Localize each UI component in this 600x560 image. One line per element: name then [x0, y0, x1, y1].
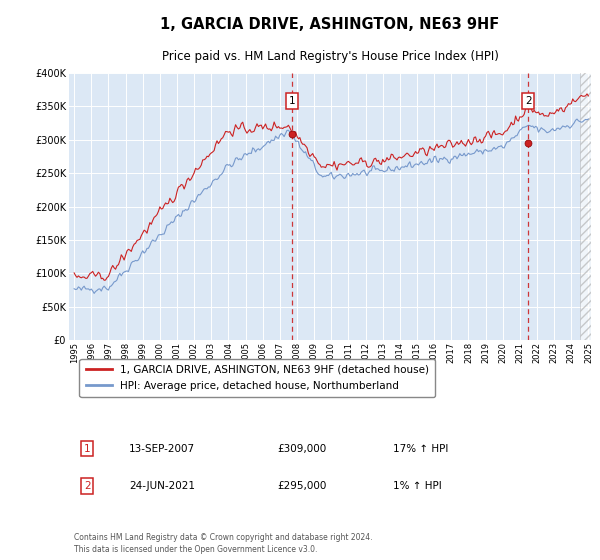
- Text: 1, GARCIA DRIVE, ASHINGTON, NE63 9HF: 1, GARCIA DRIVE, ASHINGTON, NE63 9HF: [160, 17, 500, 32]
- Text: Price paid vs. HM Land Registry's House Price Index (HPI): Price paid vs. HM Land Registry's House …: [161, 50, 499, 63]
- Text: 13-SEP-2007: 13-SEP-2007: [129, 444, 195, 454]
- Text: 1: 1: [84, 444, 91, 454]
- Text: 2: 2: [84, 481, 91, 491]
- Text: 1% ↑ HPI: 1% ↑ HPI: [392, 481, 442, 491]
- Text: 1: 1: [289, 96, 295, 106]
- Text: 17% ↑ HPI: 17% ↑ HPI: [392, 444, 448, 454]
- Text: 24-JUN-2021: 24-JUN-2021: [129, 481, 195, 491]
- Text: £309,000: £309,000: [278, 444, 327, 454]
- Text: 2: 2: [525, 96, 532, 106]
- Text: Contains HM Land Registry data © Crown copyright and database right 2024.
This d: Contains HM Land Registry data © Crown c…: [74, 533, 373, 554]
- Legend: 1, GARCIA DRIVE, ASHINGTON, NE63 9HF (detached house), HPI: Average price, detac: 1, GARCIA DRIVE, ASHINGTON, NE63 9HF (de…: [79, 358, 436, 397]
- Text: £295,000: £295,000: [278, 481, 327, 491]
